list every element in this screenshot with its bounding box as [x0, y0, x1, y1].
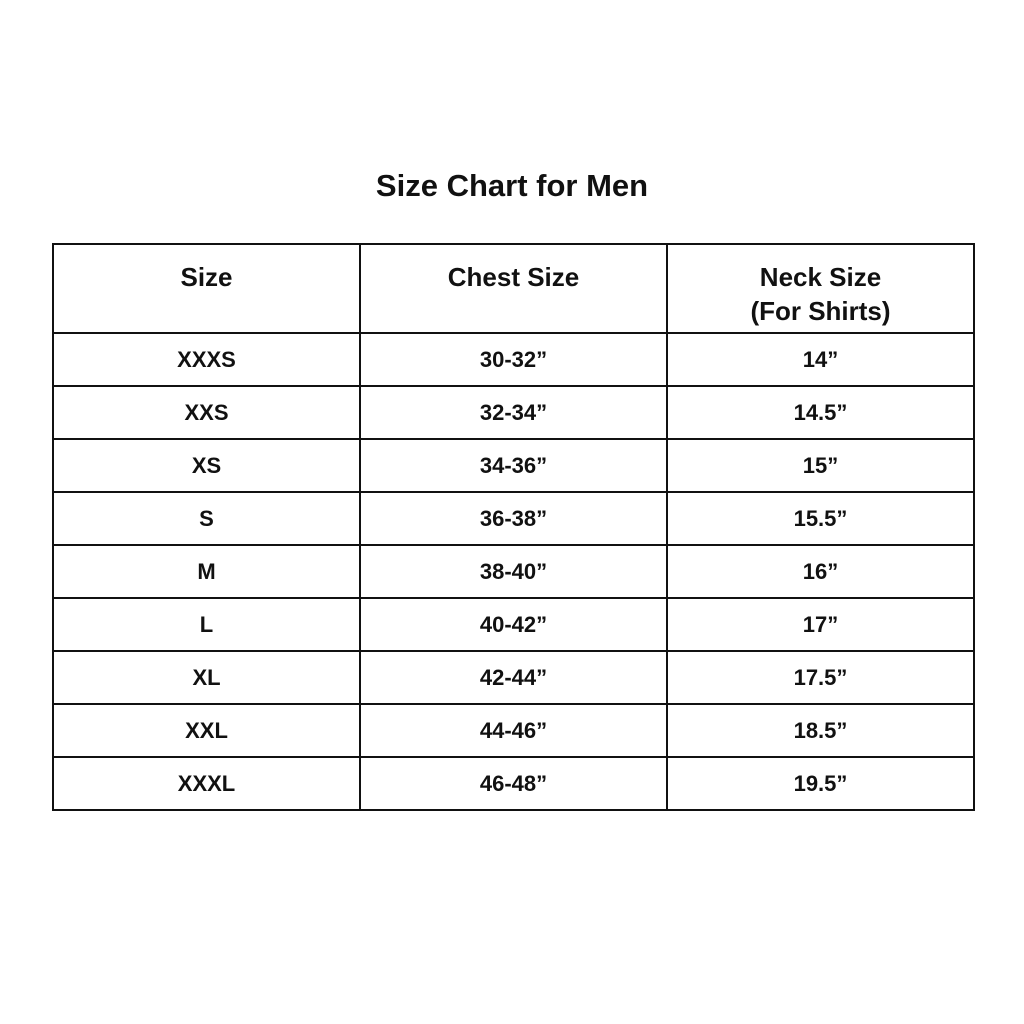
table-row: M 38-40” 16” — [52, 544, 975, 599]
header-chest-size: Chest Size — [359, 243, 668, 334]
neck-size-cell: 15” — [666, 438, 975, 493]
table-row: XL 42-44” 17.5” — [52, 650, 975, 705]
header-size: Size — [52, 243, 361, 334]
size-cell: XXXL — [52, 756, 361, 811]
chest-size-cell: 44-46” — [359, 703, 668, 758]
chest-size-cell: 30-32” — [359, 332, 668, 387]
chest-size-cell: 38-40” — [359, 544, 668, 599]
table-row: XXS 32-34” 14.5” — [52, 385, 975, 440]
neck-size-cell: 18.5” — [666, 703, 975, 758]
header-neck-size: Neck Size (For Shirts) — [666, 243, 975, 334]
table-row: S 36-38” 15.5” — [52, 491, 975, 546]
size-cell: XXXS — [52, 332, 361, 387]
chest-size-cell: 42-44” — [359, 650, 668, 705]
size-cell: XS — [52, 438, 361, 493]
size-cell: L — [52, 597, 361, 652]
header-row: Size Chest Size Neck Size (For Shirts) — [52, 243, 975, 334]
size-cell: XXL — [52, 703, 361, 758]
size-cell: S — [52, 491, 361, 546]
neck-size-cell: 19.5” — [666, 756, 975, 811]
chest-size-cell: 36-38” — [359, 491, 668, 546]
size-cell: M — [52, 544, 361, 599]
size-cell: XL — [52, 650, 361, 705]
chest-size-cell: 34-36” — [359, 438, 668, 493]
header-neck-size-label: Neck Size — [759, 262, 882, 292]
table-row: XXXS 30-32” 14” — [52, 332, 975, 387]
neck-size-cell: 15.5” — [666, 491, 975, 546]
neck-size-cell: 14.5” — [666, 385, 975, 440]
chest-size-cell: 40-42” — [359, 597, 668, 652]
header-neck-size-note: (For Shirts) — [750, 296, 891, 326]
neck-size-cell: 17.5” — [666, 650, 975, 705]
neck-size-cell: 17” — [666, 597, 975, 652]
size-cell: XXS — [52, 385, 361, 440]
neck-size-cell: 16” — [666, 544, 975, 599]
chest-size-cell: 32-34” — [359, 385, 668, 440]
table-row: XS 34-36” 15” — [52, 438, 975, 493]
table-row: XXL 44-46” 18.5” — [52, 703, 975, 758]
neck-size-cell: 14” — [666, 332, 975, 387]
table-row: L 40-42” 17” — [52, 597, 975, 652]
size-chart-table: Size Chest Size Neck Size (For Shirts) X… — [52, 243, 975, 811]
table-row: XXXL 46-48” 19.5” — [52, 756, 975, 811]
chest-size-cell: 46-48” — [359, 756, 668, 811]
page-title: Size Chart for Men — [375, 168, 649, 203]
